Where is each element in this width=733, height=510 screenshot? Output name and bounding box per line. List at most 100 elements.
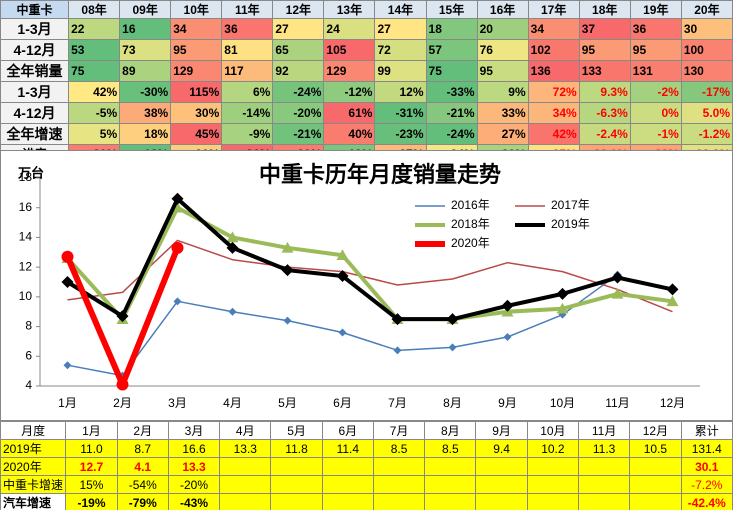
cell: [321, 493, 374, 510]
table-row: 中重卡增速 15% -54% -20% -7.2%: [0, 475, 733, 494]
cell: 38%: [119, 102, 172, 124]
y-tick-label: 16: [19, 200, 33, 214]
cell: 16: [119, 18, 172, 40]
cell: 89: [119, 60, 172, 82]
cell: 57: [425, 39, 478, 61]
cell: 27: [272, 18, 325, 40]
row-label: 汽车增速: [0, 493, 67, 510]
point: [116, 378, 129, 391]
cell: 129: [170, 60, 223, 82]
row-label: 2020年: [0, 457, 67, 476]
cell: -12%: [323, 81, 376, 103]
table-row: 2020年 12.7 4.1 13.3 30.1: [0, 457, 733, 476]
cell: -43%: [167, 493, 221, 510]
cell: 40%: [323, 123, 376, 145]
cell: 30: [680, 18, 733, 40]
x-tick-label: 6月: [333, 396, 352, 410]
point: [666, 295, 679, 307]
cell: [629, 493, 682, 510]
y-tick-label: 8: [25, 319, 32, 333]
legend-label: 2016年: [451, 198, 490, 212]
cell: 131.4: [680, 439, 733, 458]
column-header: 15年: [425, 0, 478, 19]
cell: 8.5: [424, 439, 477, 458]
cell: -54%: [116, 475, 169, 494]
cell: 11.8: [270, 439, 323, 458]
y-axis-label: 万台: [17, 165, 44, 180]
header-row: 月度 1月 2月 3月 4月 5月 6月 7月 8月 9月 10月 11月 12月 累计: [0, 421, 733, 440]
cell: 5%: [68, 123, 121, 145]
cell: -20%: [272, 102, 325, 124]
cell: -6.3%: [578, 102, 631, 124]
point: [503, 332, 512, 341]
cell: -30%: [119, 81, 172, 103]
cell: -21%: [425, 102, 478, 124]
y-tick-label: 4: [25, 378, 32, 392]
cell: 72%: [527, 81, 580, 103]
x-tick-label: 3月: [168, 396, 187, 410]
x-tick-label: 1月: [58, 396, 77, 410]
cell: 13.3: [167, 457, 221, 476]
chart-title: 中重卡历年月度销量走势: [259, 162, 501, 187]
column-header: 11年: [221, 0, 274, 19]
cell: 27: [374, 18, 427, 40]
column-header: 13年: [323, 0, 376, 19]
y-tick-label: 10: [19, 289, 33, 303]
cell: 42%: [527, 123, 580, 145]
point: [336, 270, 349, 283]
cell: 5.0%: [680, 102, 733, 124]
cell: 10.2: [526, 439, 580, 458]
cell: 9%: [476, 81, 529, 103]
cell: 95: [629, 39, 682, 61]
point: [556, 287, 569, 300]
row-label: 中重卡增速: [0, 475, 67, 494]
x-tick-label: 7月: [388, 396, 407, 410]
cell: [372, 493, 426, 510]
cell: 11.4: [321, 439, 374, 458]
x-tick-label: 2月: [113, 396, 132, 410]
cell: -24%: [425, 123, 478, 145]
y-tick-label: 6: [25, 348, 32, 362]
point: [171, 192, 184, 205]
table-row: 1-3月 42% -30% 115% 6% -24% -12% 12% -33% 9% 72% 9.3…: [0, 81, 733, 103]
cell: -24%: [272, 81, 325, 103]
cell: 20: [476, 18, 529, 40]
cell: 36: [221, 18, 274, 40]
point: [611, 271, 624, 284]
cell: [424, 475, 477, 494]
cell: 53: [68, 39, 121, 61]
column-header: 17年: [527, 0, 580, 19]
column-header: 3月: [167, 421, 221, 440]
cell: [321, 457, 374, 476]
cell: [219, 457, 272, 476]
cell: 129: [323, 60, 376, 82]
table-row: 全年销量 75 89 129 117 92 129 99 75 95 136 133 131 130: [0, 60, 733, 82]
cell: 13.3: [219, 439, 272, 458]
point: [338, 328, 347, 337]
column-header: 4月: [219, 421, 272, 440]
x-tick-label: 5月: [278, 396, 297, 410]
cell: 12.7: [65, 457, 118, 476]
cell: -7.2%: [680, 475, 733, 494]
point: [448, 343, 457, 352]
point: [281, 264, 294, 277]
point: [63, 361, 72, 370]
cell: 0%: [629, 102, 682, 124]
cell: -20%: [167, 475, 221, 494]
cell: -1%: [629, 123, 682, 145]
cell: 75: [425, 60, 478, 82]
y-tick-label: 14: [19, 230, 33, 244]
cell: [577, 475, 631, 494]
cell: -19%: [65, 493, 118, 510]
cell: [475, 457, 528, 476]
cell: [475, 493, 528, 510]
cell: 11.3: [577, 439, 631, 458]
cell: 4.1: [116, 457, 169, 476]
column-header: 08年: [68, 0, 121, 19]
cell: 45%: [170, 123, 223, 145]
annual-table: 中重卡 08年 09年 10年 11年 12年 13年 14年 15年 16年 17年 18年 19年 2…: [0, 0, 733, 163]
point: [336, 249, 349, 261]
cell: 16.6: [167, 439, 221, 458]
row-label: 全年销量: [0, 60, 70, 82]
